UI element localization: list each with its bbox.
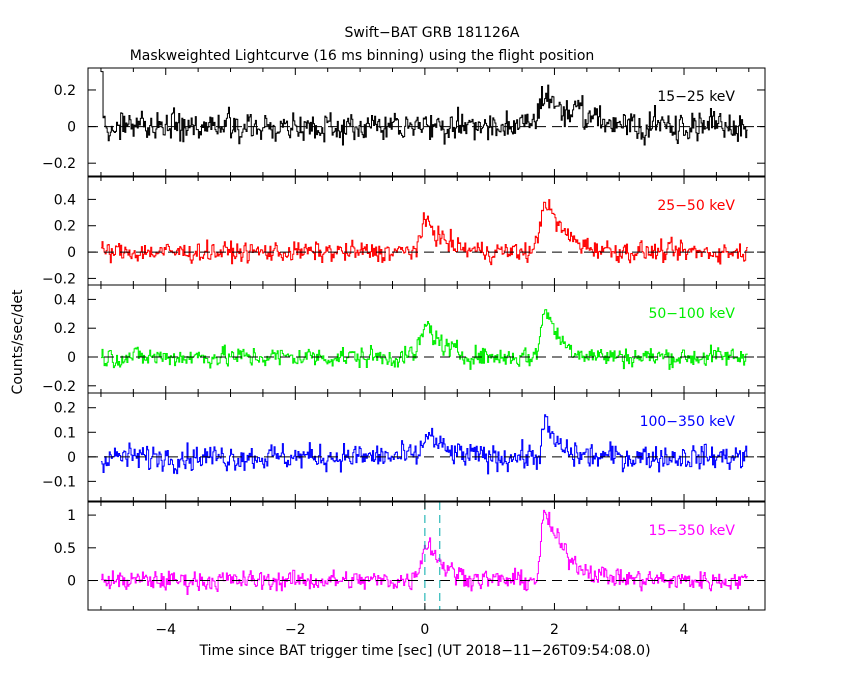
lightcurve-series <box>100 199 748 266</box>
y-tick-label: −0.2 <box>42 379 76 395</box>
y-tick-label: 0 <box>67 120 76 136</box>
y-tick-label: 0.2 <box>54 83 76 99</box>
y-tick-label: 0.2 <box>54 401 76 417</box>
x-tick-label: −2 <box>285 622 306 638</box>
panel-1: 0.4 0.2 0 −0.2 25−50 keV <box>42 176 766 287</box>
y-axis-label: Counts/sec/det <box>10 289 26 394</box>
panel-4: 1 0.5 0 15−350 keV <box>54 501 766 611</box>
band-label: 25−50 keV <box>657 198 735 214</box>
panel-frame <box>87 284 766 394</box>
y-tick-label: 0.4 <box>54 292 76 308</box>
panel-0: 0.2 0 −0.2 15−25 keV <box>42 67 766 177</box>
y-tick-label: 0.1 <box>54 425 76 441</box>
panel-3: 0.2 0.1 0 −0.1 100−350 keV <box>42 392 766 502</box>
band-label: 15−25 keV <box>657 89 735 105</box>
y-tick-label: 0.2 <box>54 321 76 337</box>
x-tick-label: 0 <box>420 622 429 638</box>
chart-subtitle: Maskweighted Lightcurve (16 ms binning) … <box>130 48 595 64</box>
x-tick-label: −4 <box>155 622 176 638</box>
band-label: 100−350 keV <box>640 414 736 430</box>
chart-title: Swift−BAT GRB 181126A <box>345 25 520 41</box>
x-tick-label: 2 <box>550 622 559 638</box>
panel-frame <box>87 67 766 177</box>
y-tick-label: 0.4 <box>54 192 76 208</box>
y-tick-label: −0.2 <box>42 271 76 287</box>
lightcurve-series <box>100 509 748 596</box>
x-tick-labels: −4 −2 0 2 4 <box>155 622 688 638</box>
y-tick-label: −0.2 <box>42 156 76 172</box>
panel-frame <box>87 501 766 611</box>
y-tick-label: −0.1 <box>42 474 76 490</box>
y-tick-label: 0 <box>67 245 76 261</box>
band-label: 50−100 keV <box>648 306 735 322</box>
x-axis-label: Time since BAT trigger time [sec] (UT 20… <box>198 643 650 659</box>
panel-frame <box>87 176 766 286</box>
y-tick-label: 0 <box>67 450 76 466</box>
panel-2: 0.4 0.2 0 −0.2 50−100 keV <box>42 284 766 395</box>
panel-frame <box>87 392 766 502</box>
y-tick-label: 0 <box>67 574 76 590</box>
y-tick-label: 0 <box>67 350 76 366</box>
y-tick-label: 0.5 <box>54 541 76 557</box>
lightcurve-series <box>100 309 748 370</box>
x-tick-label: 4 <box>680 622 689 638</box>
band-label: 15−350 keV <box>648 523 735 539</box>
y-tick-label: 1 <box>67 508 76 524</box>
lightcurve-series <box>100 71 748 146</box>
lightcurve-series <box>100 414 748 475</box>
y-tick-label: 0.2 <box>54 219 76 235</box>
